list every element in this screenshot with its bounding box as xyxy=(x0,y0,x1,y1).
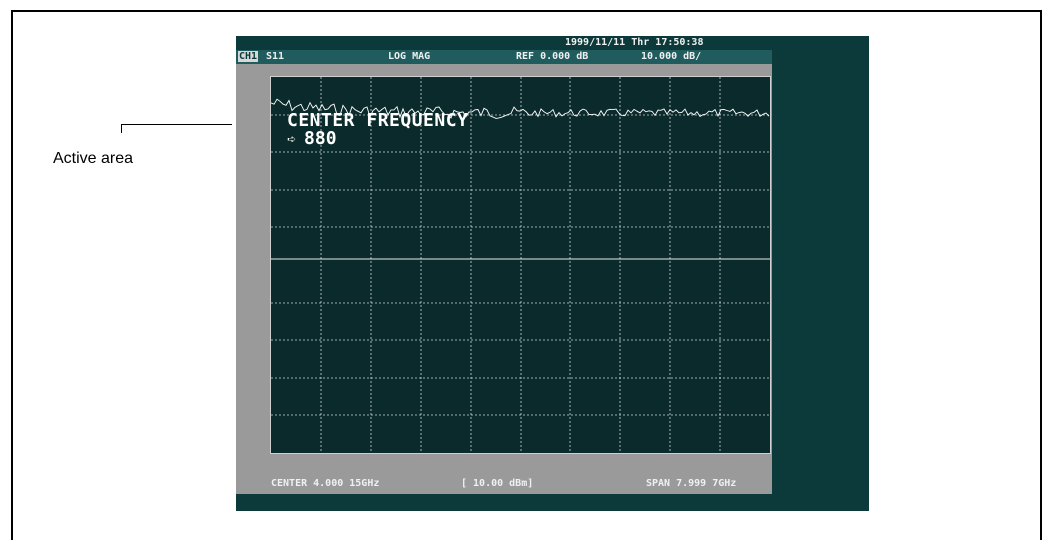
channel-indicator[interactable]: CH1 xyxy=(238,51,259,62)
date-time-readout: 1999/11/11 Thr 17:50:38 xyxy=(565,37,704,48)
figure-frame xyxy=(11,10,1042,540)
span-readout: SPAN 7.999 7GHz xyxy=(646,478,737,489)
measurement-trace xyxy=(271,98,770,119)
analyzer-screen: 1999/11/11 Thr 17:50:38 CH1 S11 LOG MAG … xyxy=(236,36,869,511)
measurement-parameter: S11 xyxy=(266,51,285,62)
left-side-bar xyxy=(236,64,255,494)
entry-value: 880 xyxy=(304,128,337,149)
callout-leader-line xyxy=(121,124,232,125)
channel-header-bar: CH1 S11 LOG MAG REF 0.000 dB 10.000 dB/ xyxy=(236,50,772,64)
scale-per-division: 10.000 dB/ xyxy=(641,51,702,62)
display-format: LOG MAG xyxy=(388,51,431,62)
entry-value-row[interactable]: ➪ 880 xyxy=(287,128,337,149)
right-arrow-icon: ➪ xyxy=(287,130,297,148)
active-area-callout-label: Active area xyxy=(53,150,134,167)
callout-leader-tick xyxy=(121,124,122,133)
display-panel: CENTER FREQUENCY ➪ 880 xyxy=(255,64,772,494)
center-frequency-readout: CENTER 4.000 15GHz xyxy=(271,478,380,489)
graticule-and-trace xyxy=(271,77,770,453)
active-area[interactable]: CENTER FREQUENCY ➪ 880 xyxy=(270,76,771,454)
stimulus-footer-bar: CENTER 4.000 15GHz [ 10.00 dBm] SPAN 7.9… xyxy=(236,477,772,491)
power-level-readout: [ 10.00 dBm] xyxy=(461,478,534,489)
entry-title: CENTER FREQUENCY xyxy=(287,110,469,131)
reference-level: REF 0.000 dB xyxy=(516,51,589,62)
